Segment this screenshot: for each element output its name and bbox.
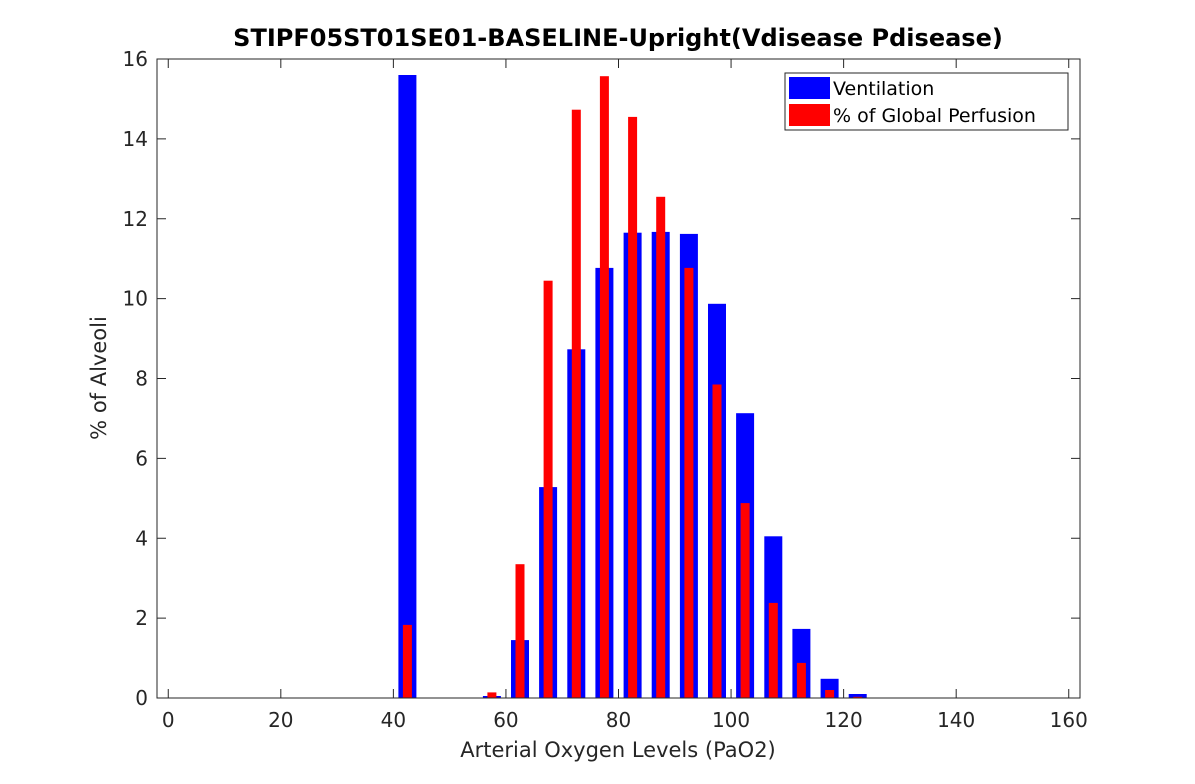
x-tick-label-3: 60 — [493, 708, 518, 732]
ventilation-bar-14 — [848, 694, 867, 698]
y-axis-ticks: 0 2 4 6 8 10 12 14 16 — [123, 47, 1080, 710]
legend: Ventilation % of Global Perfusion — [784, 72, 1069, 131]
perfusion-bar-12 — [796, 662, 806, 698]
axes-box — [156, 58, 1081, 699]
perfusion-bar-14 — [853, 696, 863, 698]
legend-box — [784, 72, 1069, 131]
y-tick-label-8: 16 — [123, 47, 148, 71]
legend-swatch-ventilation — [789, 77, 830, 99]
perfusion-bar-2 — [515, 564, 525, 698]
perfusion-bar-10 — [740, 503, 750, 698]
perfusion-bar-8 — [684, 267, 694, 698]
x-tick-label-7: 140 — [937, 708, 975, 732]
x-tick-label-0: 0 — [162, 708, 175, 732]
perfusion-bar-1 — [487, 692, 497, 698]
y-tick-label-2: 4 — [135, 526, 148, 550]
chart-title: STIPF05ST01SE01-BASELINE-Upright(Vdiseas… — [233, 24, 1003, 52]
perfusion-bar-3 — [543, 280, 553, 698]
legend-label-perfusion: % of Global Perfusion — [833, 105, 1036, 127]
x-tick-label-8: 160 — [1050, 708, 1088, 732]
y-tick-label-6: 12 — [123, 207, 148, 231]
perfusion-bar-4 — [571, 109, 581, 698]
legend-swatch-perfusion — [789, 104, 830, 126]
perfusion-bar-13 — [825, 690, 835, 698]
perfusion-bars — [402, 76, 863, 699]
x-tick-label-6: 120 — [825, 708, 863, 732]
perfusion-bar-11 — [768, 602, 778, 698]
perfusion-bar-0 — [402, 624, 412, 698]
perfusion-bar-9 — [712, 384, 722, 698]
x-tick-label-4: 80 — [606, 708, 631, 732]
x-tick-label-2: 40 — [381, 708, 406, 732]
x-tick-label-5: 100 — [712, 708, 750, 732]
y-tick-label-5: 10 — [123, 287, 148, 311]
y-axis-label: % of Alveoli — [87, 316, 111, 440]
y-tick-label-4: 8 — [135, 367, 148, 391]
plot-area — [398, 75, 867, 699]
y-tick-label-3: 6 — [135, 446, 148, 470]
y-tick-label-7: 14 — [123, 127, 148, 151]
x-axis-ticks: 0 20 40 60 80 100 120 140 160 — [162, 59, 1088, 732]
x-tick-label-1: 20 — [268, 708, 293, 732]
perfusion-bar-5 — [599, 76, 609, 698]
perfusion-bar-7 — [656, 196, 666, 699]
legend-label-ventilation: Ventilation — [833, 78, 934, 100]
y-tick-label-0: 0 — [135, 686, 148, 710]
y-tick-label-1: 2 — [135, 606, 148, 630]
x-axis-label: Arterial Oxygen Levels (PaO2) — [460, 738, 776, 762]
ventilation-bar-0 — [398, 75, 417, 698]
perfusion-bar-6 — [628, 116, 638, 698]
